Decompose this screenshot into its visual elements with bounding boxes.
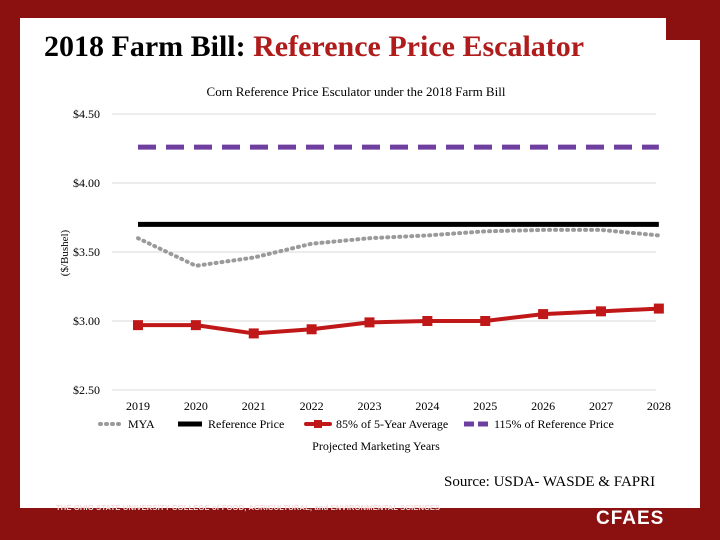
x-tick-label: 2025 — [473, 399, 497, 413]
x-tick-label: 2027 — [589, 399, 613, 413]
cfaes-logo: CFAES — [596, 508, 665, 529]
data-point — [364, 317, 375, 328]
y-axis-ticks: $2.50 $3.00 $3.50 $4.00 $4.50 — [73, 107, 100, 397]
x-tick-label: 2022 — [300, 399, 324, 413]
chart-title: Corn Reference Price Esculator under the… — [207, 84, 506, 99]
y-tick-label: $4.00 — [73, 176, 100, 190]
data-point — [595, 306, 606, 317]
y-tick-label: $3.00 — [73, 314, 100, 328]
x-axis-ticks: 2019 2020 2021 2022 2023 2024 2025 2026 2027 2028 — [126, 399, 671, 413]
slide-title: 2018 Farm Bill: Reference Price Escalato… — [44, 30, 584, 64]
x-tick-label: 2026 — [531, 399, 555, 413]
chart: Corn Reference Price Esculator under the… — [59, 84, 671, 453]
legend-label: Reference Price — [208, 417, 284, 431]
x-axis-label: Projected Marketing Years — [312, 439, 440, 453]
legend-label: 85% of 5-Year Average — [336, 417, 448, 431]
legend-label: MYA — [128, 417, 155, 431]
grid-lines — [112, 113, 656, 391]
legend: MYA Reference Price 85% of 5-Year Average 1… — [98, 417, 614, 431]
y-axis-label: ($/Bushel) — [59, 229, 71, 276]
source-note: Source: USDA- WASDE & FAPRI — [444, 474, 656, 490]
x-tick-label: 2021 — [242, 399, 266, 413]
series-line-85-of-5-year-average — [136, 306, 661, 336]
data-point — [422, 316, 433, 326]
series-line-mya — [136, 227, 661, 268]
data-point — [480, 316, 491, 326]
series-layer — [133, 144, 664, 339]
legend-label: 115% of Reference Price — [494, 417, 614, 431]
data-point — [653, 303, 664, 314]
x-tick-label: 2020 — [184, 399, 208, 413]
data-point — [190, 320, 201, 331]
corner-notch — [666, 18, 700, 40]
y-tick-label: $2.50 — [73, 383, 100, 397]
x-tick-label: 2024 — [415, 399, 439, 413]
data-point — [133, 320, 143, 331]
title-accent: Reference Price Escalator — [253, 30, 585, 63]
university-footer: THE OHIO STATE UNIVERSITY COLLEGE of FOO… — [56, 503, 441, 512]
data-point — [306, 324, 317, 335]
slide-panel: 2018 Farm Bill: Reference Price Escalato… — [20, 18, 700, 508]
y-tick-label: $4.50 — [73, 107, 100, 121]
data-point — [538, 309, 549, 320]
data-point — [248, 328, 259, 339]
title-prefix: 2018 Farm Bill: — [44, 30, 254, 63]
x-tick-label: 2019 — [126, 399, 150, 413]
x-tick-label: 2028 — [647, 399, 671, 413]
x-tick-label: 2023 — [357, 399, 381, 413]
y-tick-label: $3.50 — [73, 245, 100, 259]
legend-marker — [314, 420, 322, 428]
